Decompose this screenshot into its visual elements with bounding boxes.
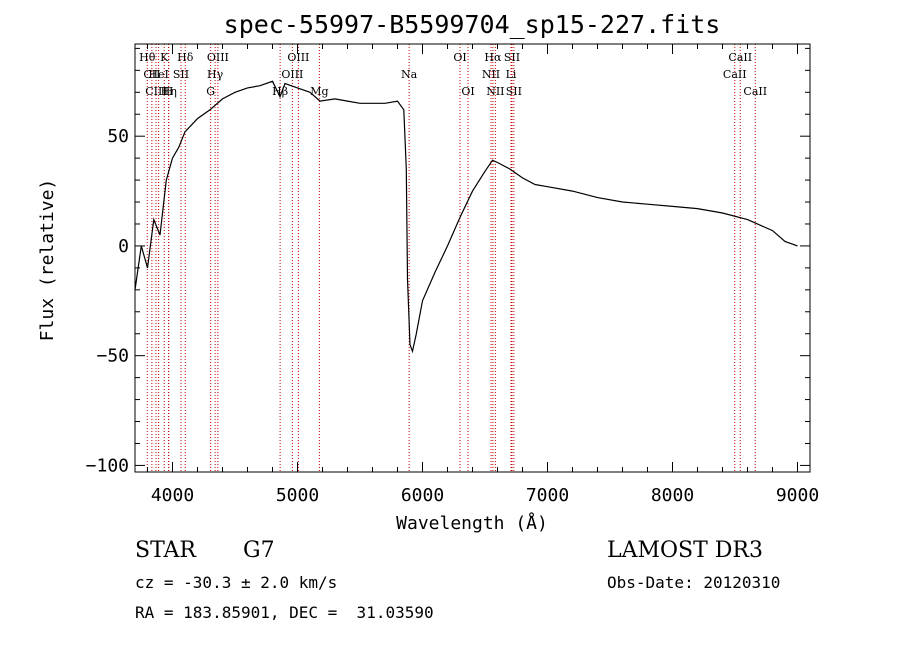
- line-label: OIII: [281, 68, 303, 81]
- x-tick-label: 6000: [401, 485, 444, 506]
- series-group: [134, 80, 798, 354]
- y-tick-label: 0: [118, 236, 129, 257]
- line-label: CIII: [145, 85, 166, 98]
- line-label: Hβ: [272, 85, 288, 98]
- line-label: SII: [504, 51, 520, 64]
- axis-ticks: 4000 5000 6000 7000 8000 9000 −100 −50 0 50: [86, 44, 819, 506]
- line-label: OI: [461, 85, 474, 98]
- survey-name: LAMOST DR3: [607, 538, 763, 563]
- line-labels: Hθ CII CIII HeI K Hη SII H Hδ OIII Hγ G Hβ OIII OIII Mg…: [139, 51, 767, 98]
- line-label: OIII: [207, 51, 229, 64]
- line-label: Li: [506, 68, 517, 81]
- line-label: CaII: [723, 68, 747, 81]
- line-label: OIII: [287, 51, 309, 64]
- line-label: SII: [173, 68, 189, 81]
- line-label: CaII: [728, 51, 752, 64]
- x-tick-label: 7000: [526, 485, 569, 506]
- line-label: Hδ: [177, 51, 194, 64]
- series-line: [134, 80, 798, 354]
- line-label: H: [164, 85, 174, 98]
- line-label: HeI: [148, 68, 168, 81]
- y-tick-label: −100: [86, 455, 129, 476]
- line-markers: [146, 44, 756, 472]
- line-label: Hγ: [207, 68, 224, 81]
- x-axis-label: Wavelength (Å): [396, 512, 548, 534]
- line-label: Na: [401, 68, 418, 81]
- line-label: NII: [486, 85, 504, 98]
- y-axis-label: Flux (relative): [37, 179, 58, 342]
- obs-date: Obs-Date: 20120310: [607, 573, 781, 592]
- y-tick-label: 50: [107, 126, 129, 147]
- x-tick-label: 9000: [776, 485, 819, 506]
- line-label: OI: [453, 51, 466, 64]
- x-tick-label: 5000: [276, 485, 319, 506]
- line-label: G: [206, 85, 215, 98]
- line-label: Hθ: [139, 51, 156, 64]
- line-label: Hη: [161, 85, 177, 98]
- object-class: STAR: [135, 538, 196, 563]
- line-label: Mg: [310, 85, 328, 98]
- y-tick-label: −50: [96, 346, 129, 367]
- line-label: CII: [143, 68, 160, 81]
- coordinates: RA = 183.85901, DEC = 31.03590: [135, 603, 434, 622]
- line-label: CaII: [743, 85, 767, 98]
- line-label: NII: [482, 68, 500, 81]
- line-label: K: [160, 51, 169, 64]
- chart-title: spec-55997-B5599704_sp15-227.fits: [224, 10, 721, 39]
- plot-frame: [134, 43, 811, 473]
- subclass: G7: [243, 538, 275, 563]
- line-label: SII: [506, 85, 522, 98]
- line-label: Hα: [484, 51, 502, 64]
- x-tick-label: 4000: [151, 485, 194, 506]
- x-tick-label: 8000: [651, 485, 694, 506]
- redshift-text: cz = -30.3 ± 2.0 km/s: [135, 573, 338, 592]
